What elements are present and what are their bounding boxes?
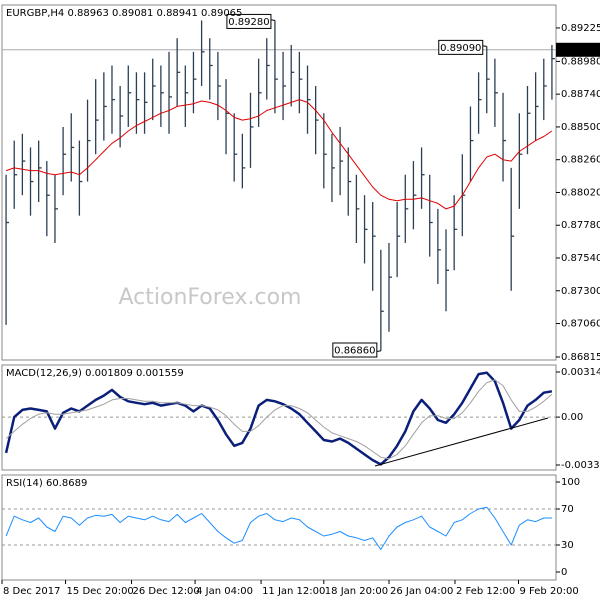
x-tick-label: 2 Feb 12:00 [456,586,515,597]
y-tick-label: -0.003342 [561,460,600,471]
series-line [5,506,552,550]
annotation-label: 0.89090 [440,43,481,54]
x-tick-label: 18 Jan 20:00 [325,586,388,597]
y-tick-label: 0.00 [561,412,583,423]
panel-title: RSI(14) 60.8689 [6,478,87,489]
y-tick-label: 0.003146 [561,367,600,378]
x-tick-label: 4 Jan 04:00 [196,586,253,597]
x-tick-label: 9 Feb 20:00 [520,586,579,597]
series-line [4,371,553,466]
y-tick-label: 70 [561,504,574,515]
annotation-label: 0.86860 [334,346,375,357]
trend-line [374,417,549,467]
panel-frame [1,474,557,581]
x-tick-label: 8 Dec 2017 [3,586,61,597]
y-tick-label: 0.87060 [561,319,600,330]
y-tick-label: 0.87540 [561,253,600,264]
y-tick-label: 100 [561,477,580,488]
panel-title: EURGBP,H4 0.88963 0.89081 0.88941 0.8906… [6,8,242,19]
y-tick-label: 0.88980 [561,56,600,67]
annotation-box [226,13,272,29]
last-price-label: 0.89065 [559,45,600,56]
x-tick-label: 15 Dec 20:00 [67,586,134,597]
moving-average [5,99,553,210]
x-tick-label: 11 Jan 12:00 [262,586,325,597]
annotation-box [332,342,378,358]
y-tick-label: 0.89225 [561,23,600,34]
y-tick-label: 0.86815 [561,352,600,363]
panel-frame [1,4,557,361]
y-tick-label: 0.88020 [561,187,600,198]
y-tick-label: 0.87780 [561,220,600,231]
last-price-box [556,42,600,57]
y-tick-label: 0 [561,567,567,578]
watermark: ActionForex.com [119,285,302,310]
annotation-label: 0.89280 [228,17,269,28]
y-tick-label: 30 [561,540,574,551]
panel-title: MACD(12,26,9) 0.001809 0.001559 [6,368,184,379]
x-tick-label: 26 Dec 12:00 [133,586,200,597]
annotation-box [438,39,484,55]
series-line [5,379,553,460]
y-tick-label: 0.88740 [561,89,600,100]
y-tick-label: 0.87300 [561,286,600,297]
y-tick-label: 0.88500 [561,122,600,133]
x-tick-label: 26 Jan 04:00 [390,586,453,597]
y-tick-label: 0.88260 [561,155,600,166]
